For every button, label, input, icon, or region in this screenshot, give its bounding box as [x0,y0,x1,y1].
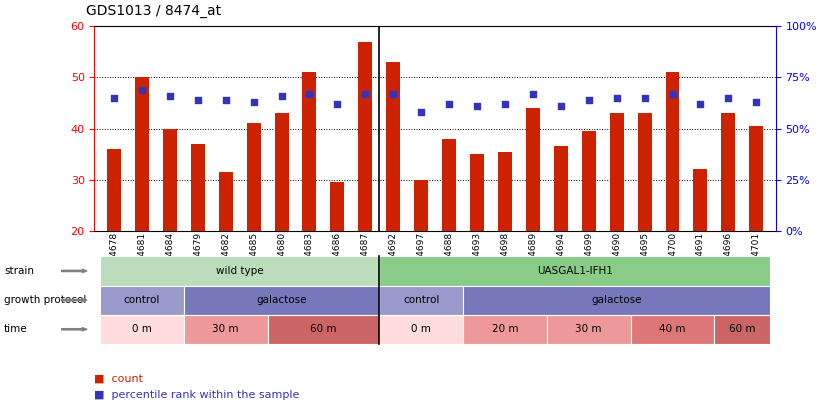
Bar [610,113,624,231]
Bar [554,147,568,231]
Point [443,101,456,107]
Bar [246,124,260,231]
Bar [694,169,708,231]
Bar [190,144,204,231]
Point [359,91,372,97]
Bar [470,154,484,231]
Bar [107,149,121,231]
Bar [330,182,344,231]
Bar [498,151,512,231]
Text: 0 m: 0 m [411,324,431,334]
Bar [750,126,764,231]
Bar [582,131,596,231]
Point [526,91,539,97]
Text: ■  percentile rank within the sample: ■ percentile rank within the sample [94,390,300,400]
Text: strain: strain [4,266,34,276]
Bar [274,113,288,231]
Point [638,95,651,101]
Bar [135,77,149,231]
Text: galactose: galactose [256,295,307,305]
Point [610,95,623,101]
Text: UASGAL1-IFH1: UASGAL1-IFH1 [537,266,612,276]
Text: galactose: galactose [591,295,642,305]
Point [694,101,707,107]
Bar [526,108,540,231]
Point [331,101,344,107]
Bar [443,139,456,231]
Point [554,103,567,109]
Point [666,91,679,97]
Bar [218,172,232,231]
Point [163,93,177,99]
Point [303,91,316,97]
Text: control: control [124,295,160,305]
Text: time: time [4,324,28,334]
Text: control: control [403,295,439,305]
Bar [722,113,736,231]
Point [415,109,428,115]
Point [191,97,204,103]
Text: growth protocol: growth protocol [4,295,86,305]
Text: 40 m: 40 m [659,324,686,334]
Bar [638,113,652,231]
Point [582,97,595,103]
Text: wild type: wild type [216,266,264,276]
Point [275,93,288,99]
Text: 30 m: 30 m [576,324,602,334]
Text: ■  count: ■ count [94,374,144,384]
Bar [358,42,372,231]
Bar [163,129,177,231]
Point [470,103,484,109]
Point [387,91,400,97]
Point [219,97,232,103]
Text: 60 m: 60 m [310,324,337,334]
Bar [666,72,680,231]
Text: 0 m: 0 m [132,324,152,334]
Text: 20 m: 20 m [492,324,518,334]
Bar [414,180,428,231]
Bar [302,72,316,231]
Text: 30 m: 30 m [213,324,239,334]
Point [135,87,149,93]
Text: 60 m: 60 m [729,324,755,334]
Point [247,99,260,105]
Point [498,101,511,107]
Point [722,95,735,101]
Text: GDS1013 / 8474_at: GDS1013 / 8474_at [86,4,222,18]
Point [108,95,121,101]
Bar [386,62,400,231]
Point [750,99,763,105]
